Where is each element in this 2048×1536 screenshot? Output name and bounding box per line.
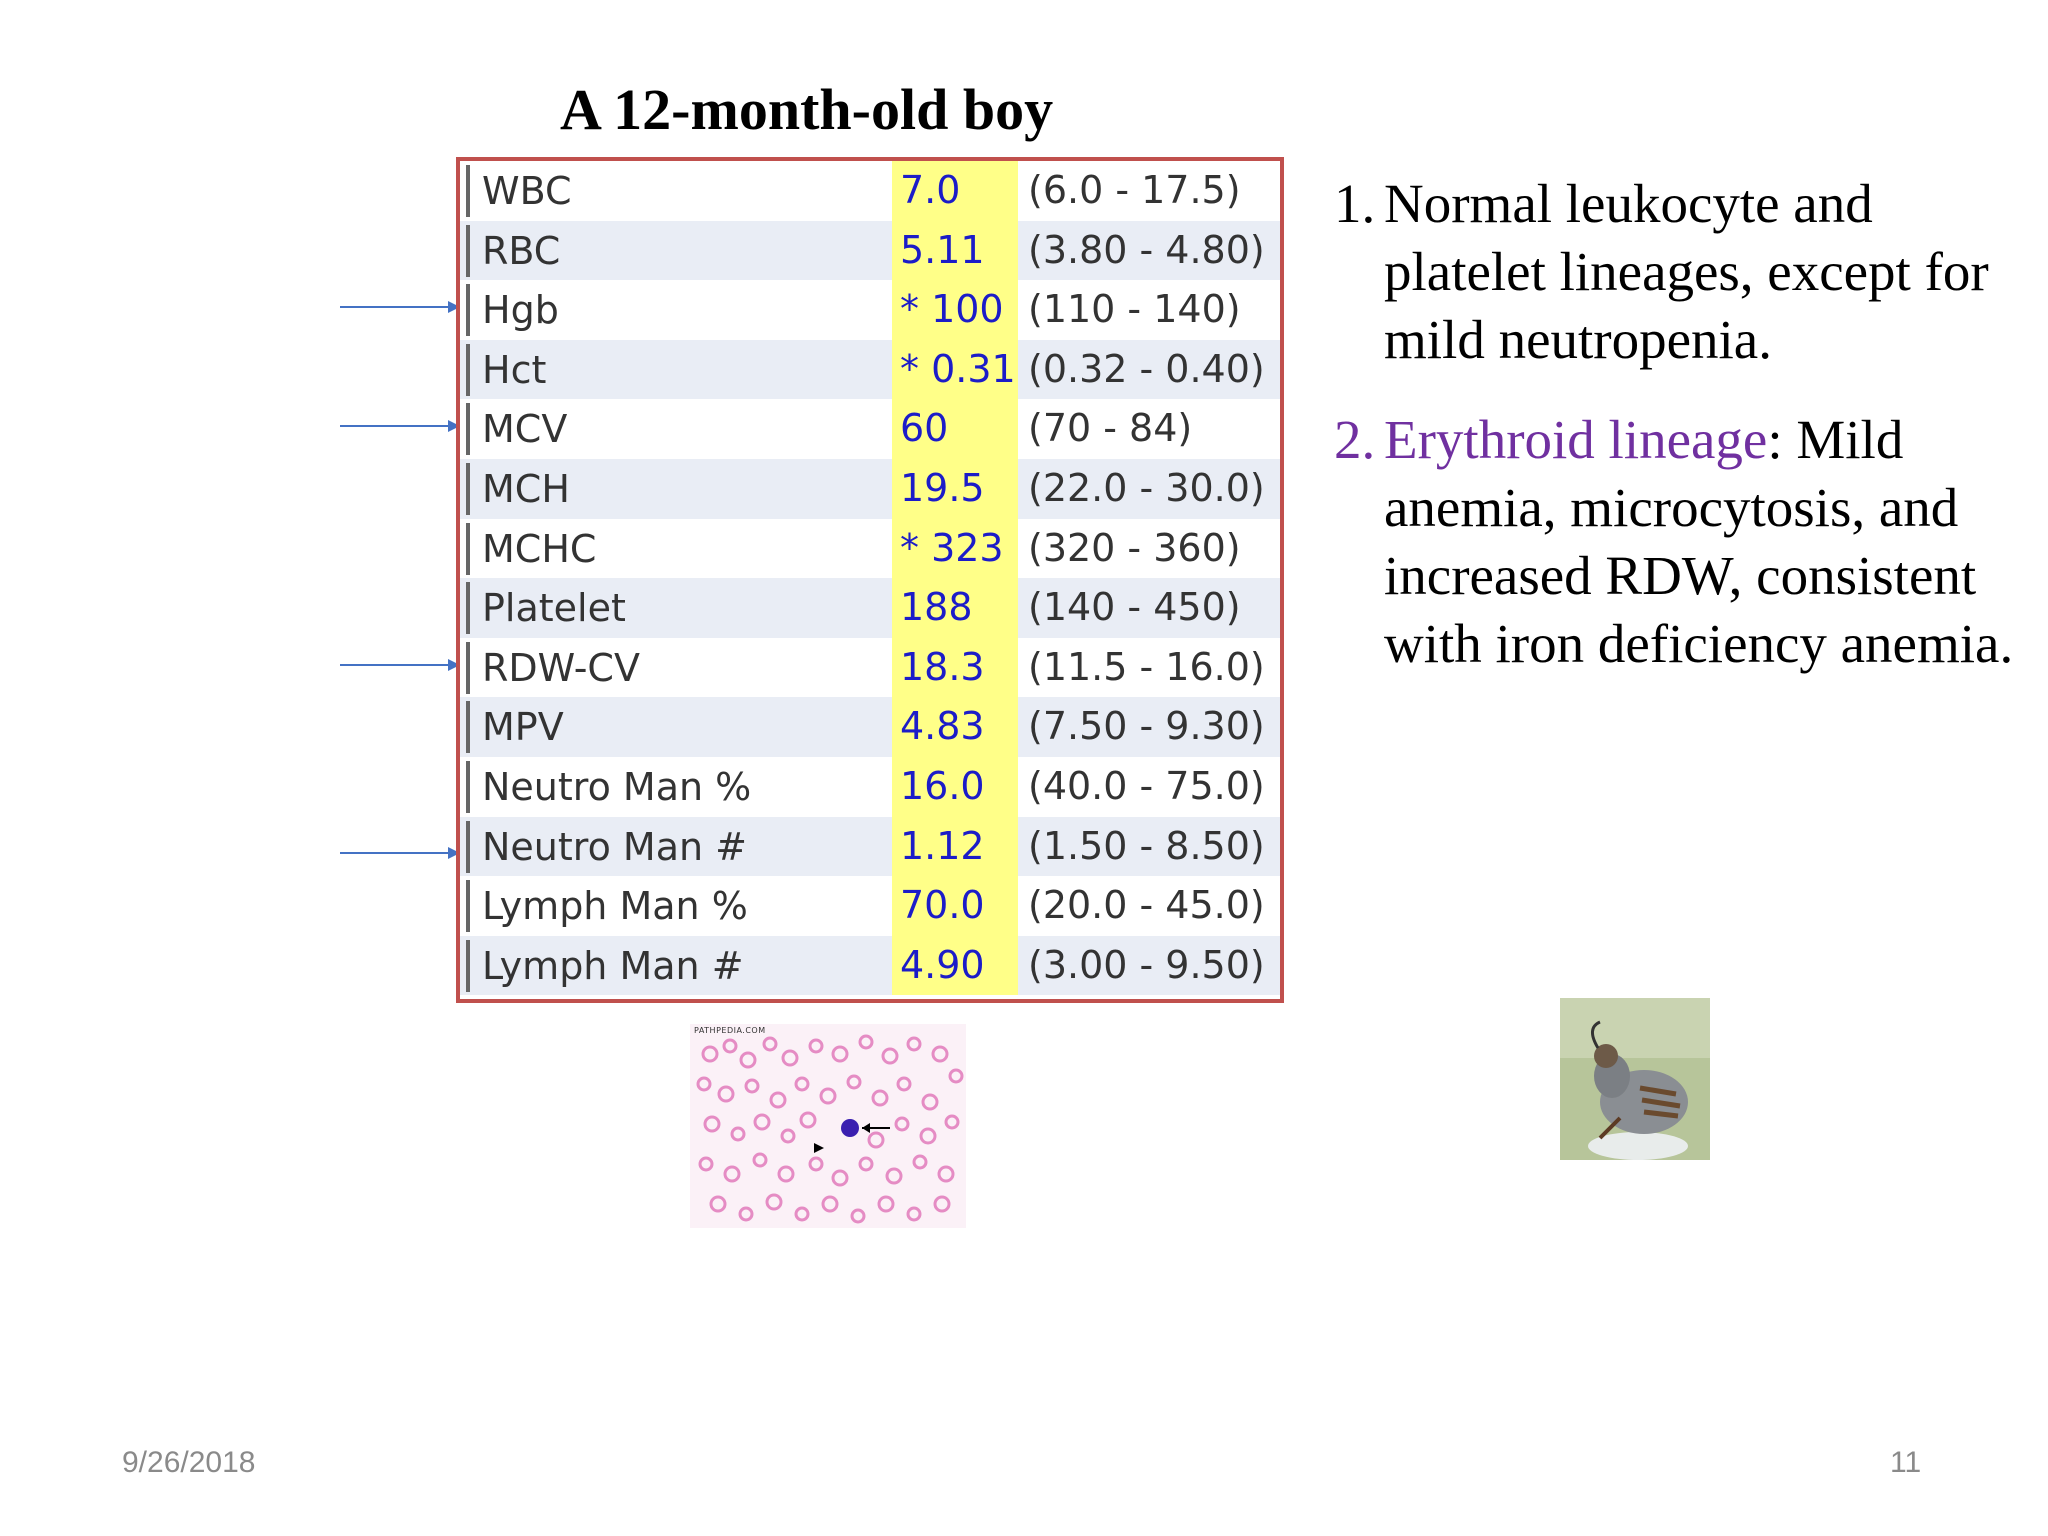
lab-name: Neutro Man % — [466, 761, 882, 813]
lab-name: MCV — [466, 403, 882, 456]
lab-range: (6.0 - 17.5) — [1028, 168, 1241, 212]
lab-range: (22.0 - 30.0) — [1028, 466, 1265, 510]
footer-page-number: 11 — [1890, 1446, 1922, 1479]
lab-value: 4.90 — [892, 935, 1018, 996]
lab-row-hgb: Hgb * 100 (110 - 140) — [460, 280, 1280, 340]
lab-range: (11.5 - 16.0) — [1028, 644, 1265, 689]
lab-name: Hgb — [466, 284, 882, 337]
finding-number: 1. — [1334, 173, 1376, 234]
lab-range: (1.50 - 8.50) — [1028, 823, 1265, 868]
lab-row-platelet: Platelet 188 (140 - 450) — [460, 578, 1280, 638]
lab-row-hct: Hct * 0.31 (0.32 - 0.40) — [460, 339, 1280, 400]
arrow-hgb-icon — [340, 301, 460, 313]
lab-name: MCHC — [466, 522, 882, 575]
lab-name: Platelet — [466, 582, 882, 635]
smear-caption: PATHPEDIA.COM — [694, 1026, 766, 1035]
lab-value: 5.11 — [892, 220, 1018, 281]
lab-row-lymph-abs: Lymph Man # 4.90 (3.00 - 9.50) — [460, 935, 1280, 996]
quail-bird-image — [1560, 998, 1710, 1160]
lab-value: 19.5 — [892, 459, 1018, 519]
quail-icon — [1560, 998, 1710, 1160]
finding-item-2: 2. Erythroid lineage: Mild anemia, micro… — [1334, 406, 2034, 678]
lab-row-lymph-pct: Lymph Man % 70.0 (20.0 - 45.0) — [460, 876, 1280, 936]
lab-row-rdw: RDW-CV 18.3 (11.5 - 16.0) — [460, 637, 1280, 698]
lab-value: 1.12 — [892, 816, 1018, 877]
lab-range: (3.00 - 9.50) — [1028, 942, 1265, 987]
blood-smear-cells-icon — [696, 1034, 964, 1224]
lab-range: (320 - 360) — [1028, 525, 1241, 570]
lab-range: (70 - 84) — [1028, 406, 1193, 451]
arrow-mcv-icon — [340, 420, 460, 432]
lab-range: (110 - 140) — [1028, 287, 1241, 332]
lab-row-mcv: MCV 60 (70 - 84) — [460, 399, 1280, 459]
lab-name: Lymph Man % — [466, 880, 882, 933]
findings-list: 1. Normal leukocyte and platelet lineage… — [1334, 170, 2034, 710]
lab-name: Lymph Man # — [466, 939, 882, 992]
lab-value: 4.83 — [892, 697, 1018, 757]
lab-name: RBC — [466, 224, 882, 277]
lab-row-mpv: MPV 4.83 (7.50 - 9.30) — [460, 697, 1280, 757]
lab-range: (140 - 450) — [1028, 585, 1241, 630]
lab-name: MPV — [466, 701, 882, 754]
lab-name: Hct — [466, 343, 882, 396]
lab-name: Neutro Man # — [466, 820, 882, 873]
lab-name: RDW-CV — [466, 641, 882, 694]
lab-range: (40.0 - 75.0) — [1028, 764, 1265, 808]
finding-text: Normal leukocyte and platelet lineages, … — [1384, 173, 1989, 370]
footer-date: 9/26/2018 — [122, 1446, 256, 1479]
lab-range: (3.80 - 4.80) — [1028, 227, 1265, 272]
lab-value: 70.0 — [892, 876, 1018, 936]
lab-row-rbc: RBC 5.11 (3.80 - 4.80) — [460, 220, 1280, 281]
arrow-neutro-abs-icon — [340, 847, 460, 859]
lab-name: WBC — [466, 165, 882, 217]
lab-value: * 323 — [892, 518, 1018, 579]
lab-name: MCH — [466, 463, 882, 515]
finding-item-1: 1. Normal leukocyte and platelet lineage… — [1334, 170, 2034, 374]
finding-text: : Mild anemia, microcytosis, and increas… — [1384, 409, 2014, 674]
lab-range: (7.50 - 9.30) — [1028, 704, 1265, 749]
slide-title: A 12-month-old boy — [560, 77, 1054, 142]
lab-range: (0.32 - 0.40) — [1028, 346, 1265, 391]
finding-accent-text: Erythroid lineage — [1384, 409, 1768, 470]
lab-value: 16.0 — [892, 757, 1018, 817]
lab-row-neutro-pct: Neutro Man % 16.0 (40.0 - 75.0) — [460, 757, 1280, 817]
lab-value: 18.3 — [892, 637, 1018, 698]
lab-value: 60 — [892, 399, 1018, 459]
lab-value: * 100 — [892, 280, 1018, 340]
lab-range: (20.0 - 45.0) — [1028, 883, 1265, 928]
arrow-rdw-icon — [340, 659, 460, 671]
lab-row-mch: MCH 19.5 (22.0 - 30.0) — [460, 459, 1280, 519]
finding-number: 2. — [1334, 409, 1376, 470]
lab-value: 7.0 — [892, 161, 1018, 221]
lab-row-wbc: WBC 7.0 (6.0 - 17.5) — [460, 161, 1280, 221]
lab-value: 188 — [892, 578, 1018, 638]
blood-smear-image: PATHPEDIA.COM — [690, 1024, 966, 1228]
lab-value: * 0.31 — [892, 339, 1018, 400]
cbc-lab-table: WBC 7.0 (6.0 - 17.5) RBC 5.11 (3.80 - 4.… — [456, 157, 1284, 1003]
lab-row-neutro-abs: Neutro Man # 1.12 (1.50 - 8.50) — [460, 816, 1280, 877]
lab-row-mchc: MCHC * 323 (320 - 360) — [460, 518, 1280, 579]
